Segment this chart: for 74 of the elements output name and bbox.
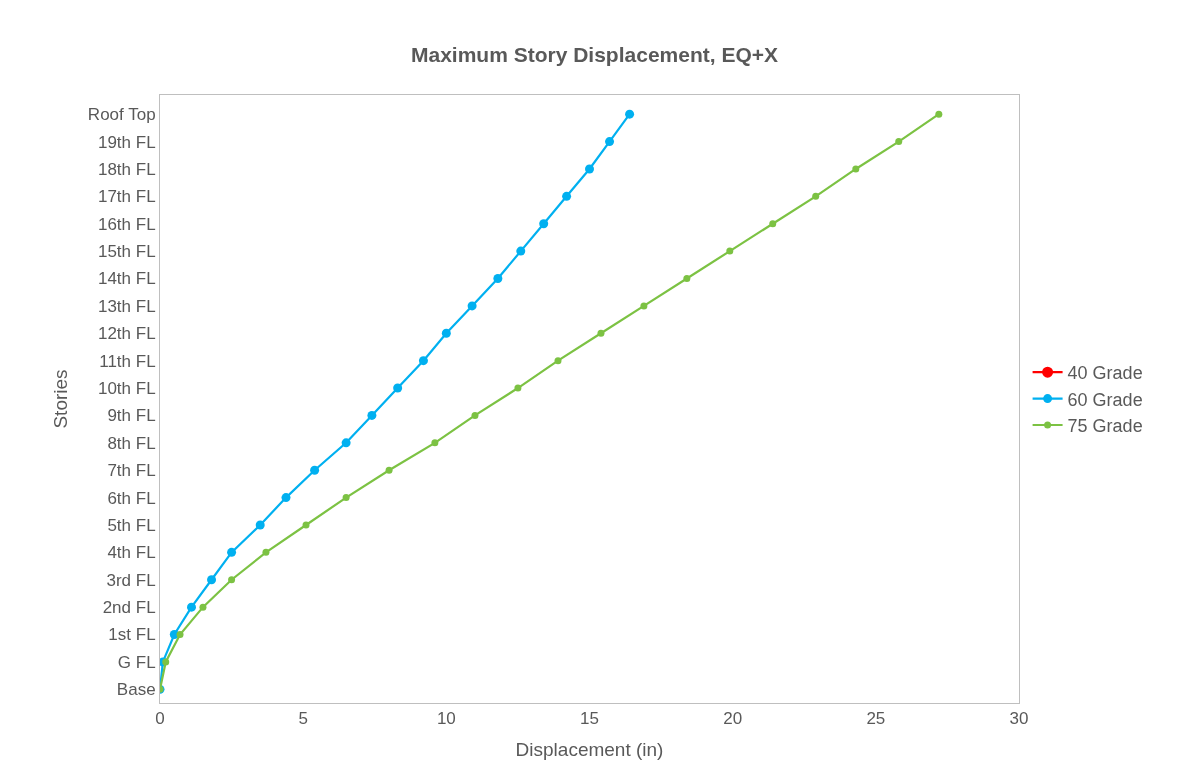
point bbox=[310, 465, 320, 475]
point bbox=[683, 275, 691, 282]
y-tick-label: 6th FL bbox=[107, 488, 156, 508]
point bbox=[255, 520, 265, 530]
point bbox=[341, 438, 351, 448]
x-tick-label: 0 bbox=[155, 709, 165, 729]
point bbox=[467, 301, 477, 311]
y-tick-label: 18th FL bbox=[97, 159, 156, 179]
y-tick-label: G FL bbox=[117, 652, 156, 672]
point bbox=[227, 547, 237, 557]
y-tick-label: 19th FL bbox=[97, 132, 156, 152]
point bbox=[418, 356, 428, 366]
point bbox=[640, 302, 648, 310]
point bbox=[726, 247, 734, 255]
legend-label: 60 Grade bbox=[1067, 389, 1143, 410]
point bbox=[441, 328, 451, 338]
point bbox=[539, 219, 549, 229]
x-tick-label: 5 bbox=[298, 709, 308, 729]
point bbox=[385, 466, 393, 474]
y-axis-title: Stories bbox=[49, 369, 71, 429]
point bbox=[812, 192, 820, 200]
x-tick-label: 30 bbox=[1009, 709, 1029, 729]
point bbox=[431, 439, 439, 447]
point bbox=[281, 493, 291, 503]
point bbox=[605, 137, 615, 147]
point bbox=[393, 383, 403, 393]
point bbox=[597, 329, 605, 337]
legend-label: 40 Grade bbox=[1067, 363, 1143, 384]
point bbox=[199, 603, 207, 611]
point bbox=[625, 109, 635, 119]
point bbox=[562, 191, 572, 201]
point bbox=[176, 631, 184, 639]
y-tick-label: 9th FL bbox=[107, 406, 156, 426]
x-tick-label: 10 bbox=[436, 709, 456, 729]
y-tick-label: 16th FL bbox=[97, 214, 156, 234]
y-tick-label: 12th FL bbox=[97, 324, 156, 344]
x-tick-label: 20 bbox=[723, 709, 743, 729]
y-tick-label: 10th FL bbox=[97, 379, 156, 398]
y-tick-label: Roof Top bbox=[87, 105, 156, 125]
x-axis-title: Displacement (in) bbox=[515, 739, 664, 761]
x-tick-label: 25 bbox=[866, 709, 886, 729]
point bbox=[493, 274, 503, 283]
point bbox=[471, 411, 479, 419]
x-tick-label: 15 bbox=[580, 709, 599, 729]
legend-label: 75 Grade bbox=[1067, 416, 1143, 437]
point bbox=[895, 138, 903, 146]
point bbox=[207, 575, 217, 585]
y-tick-label: 15th FL bbox=[97, 242, 156, 262]
point bbox=[514, 384, 522, 392]
point bbox=[516, 246, 526, 256]
y-tick-label: 4th FL bbox=[107, 543, 156, 563]
y-tick-label: 3rd FL bbox=[106, 570, 156, 590]
y-tick-label: 5th FL bbox=[107, 515, 156, 535]
point bbox=[935, 110, 943, 118]
point bbox=[187, 602, 196, 612]
y-tick-label: 11th FL bbox=[99, 351, 156, 371]
y-tick-label: 14th FL bbox=[97, 269, 156, 289]
point bbox=[852, 165, 860, 173]
point bbox=[769, 220, 777, 228]
y-tick-label: 17th FL bbox=[97, 187, 156, 207]
y-tick-label: 8th FL bbox=[107, 433, 156, 453]
point bbox=[228, 576, 236, 584]
y-tick-label: Base bbox=[116, 680, 156, 700]
y-tick-label: 7th FL bbox=[107, 461, 156, 481]
y-tick-label: 13th FL bbox=[97, 296, 156, 316]
point bbox=[302, 521, 310, 529]
y-tick-label: 2nd FL bbox=[102, 598, 156, 618]
point bbox=[342, 494, 350, 502]
point bbox=[262, 548, 270, 556]
y-tick-label: 1st FL bbox=[108, 625, 156, 645]
chart-title: Maximum Story Displacement, EQ+X bbox=[410, 42, 779, 66]
point bbox=[585, 164, 594, 174]
point bbox=[367, 410, 377, 420]
point bbox=[554, 357, 562, 365]
